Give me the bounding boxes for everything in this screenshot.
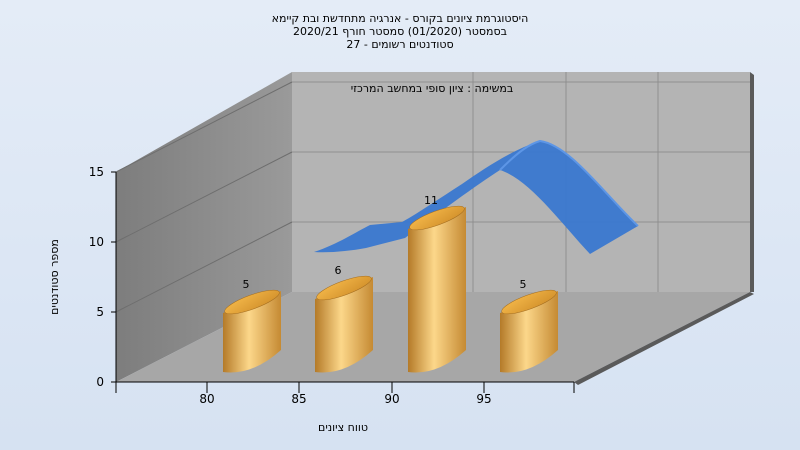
bar-top [409, 205, 465, 231]
y-tick-label: 15 [89, 165, 104, 179]
y-tick-label: 10 [89, 235, 104, 249]
side-gridline [115, 221, 293, 313]
curve-ribbon [314, 141, 638, 254]
bar-top [501, 289, 557, 315]
x-tick-label: 90 [384, 392, 399, 406]
distribution-curve [314, 139, 639, 254]
y-tick-label: 5 [96, 305, 104, 319]
x-axis-label: טווח ציונים [318, 421, 368, 434]
y-axis-label: מספר סטודנטים [48, 239, 61, 315]
bar-body [315, 277, 373, 373]
back-wall [292, 72, 750, 292]
x-tick-label: 95 [476, 392, 491, 406]
y-tick-label: 0 [96, 375, 104, 389]
side-gridline [115, 81, 293, 173]
gridlines [115, 72, 750, 313]
chart-title-line-2: בסמסטר (01/2020) סמסטר חורף 2020/21 [293, 25, 507, 38]
y-ticks: 0 5 10 15 [89, 165, 116, 389]
bar-85: 6 [315, 264, 373, 373]
chart-title-line-1: היסטוגרמת ציונים בקורס - אנרגיה מתחדשת ו… [272, 12, 529, 25]
x-ticks: 80 85 90 95 [115, 382, 575, 406]
chart-title-line-3: סטודנטים רשומים - 27 [346, 38, 453, 51]
bar-body [408, 207, 466, 373]
x-tick-label: 80 [199, 392, 214, 406]
chart-annotation: במשימה : ציון סופי במחשב המרכזי [351, 82, 514, 95]
right-edge-shadow [750, 72, 754, 292]
bar-value-label: 11 [424, 194, 438, 207]
side-gridline [115, 151, 293, 243]
bar-top [316, 275, 372, 301]
curve-highlight [499, 139, 639, 227]
bar-top [224, 289, 280, 315]
bar-90: 11 [408, 194, 466, 373]
bar-95: 5 [500, 278, 558, 373]
bar-value-label: 6 [335, 264, 342, 277]
bar-value-label: 5 [520, 278, 527, 291]
x-tick-label: 85 [291, 392, 306, 406]
bar-value-label: 5 [243, 278, 250, 291]
bar-80: 5 [223, 278, 281, 373]
bars-group: 5 6 11 5 [223, 194, 558, 373]
floor-edge-shadow [574, 292, 754, 385]
